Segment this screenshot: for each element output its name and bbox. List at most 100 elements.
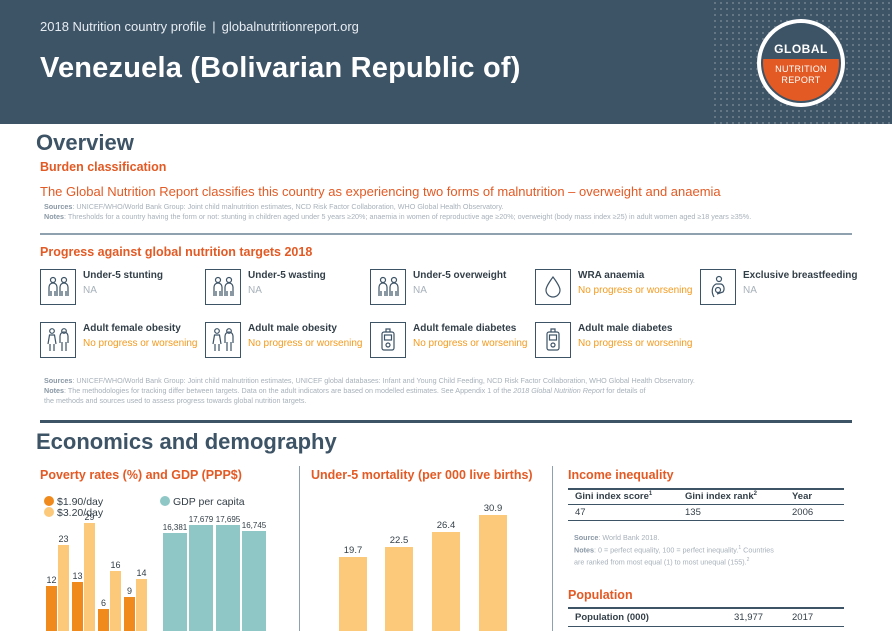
notes-label: Notes	[44, 386, 64, 395]
poverty-label-190: 9	[126, 586, 132, 597]
indicator-under5-wasting: Under-5 wasting NA	[205, 269, 365, 309]
indicator-exclusive-breastfeeding: Exclusive breastfeeding NA	[700, 269, 860, 309]
mortality-heading: Under-5 mortality (per 000 live births)	[311, 468, 533, 482]
gdp-bar	[163, 532, 187, 631]
blood-drop-icon	[535, 269, 571, 305]
source-label: Source	[574, 533, 599, 542]
notes-text: : 0 = perfect equality, 100 = perfect in…	[593, 545, 739, 555]
progress-notes-line: Notes: The methodologies for tracking di…	[44, 386, 864, 396]
income-notes-line2: are ranked from most equal (1) to most u…	[574, 555, 844, 567]
divider	[40, 233, 852, 235]
glucose-meter-icon	[535, 322, 571, 358]
income-heading: Income inequality	[568, 468, 674, 482]
overview-heading: Overview	[36, 130, 134, 155]
notes-label: Notes	[44, 212, 64, 221]
indicator-status: NA	[413, 285, 427, 296]
indicator-label: Exclusive breastfeeding	[743, 270, 858, 281]
poverty-bar-190	[46, 586, 57, 631]
header-banner: 2018 Nutrition country profile | globalnut…	[0, 0, 892, 124]
mortality-bar	[385, 546, 413, 631]
poverty-label-190: 13	[72, 571, 83, 582]
economics-heading: Economics and demography	[36, 429, 337, 454]
legend-label: GDP per capita	[173, 496, 245, 508]
indicator-status: No progress or worsening	[248, 338, 363, 349]
breastfeeding-icon	[700, 269, 736, 305]
header-gini-score: Gini index score1	[575, 491, 652, 502]
legend-label: $1.90/day	[57, 496, 104, 508]
notes-text-cont: Countries	[741, 545, 774, 555]
section-divider	[40, 420, 852, 423]
logo-text-mid: NUTRITION	[775, 64, 827, 74]
children-icon	[205, 269, 241, 305]
indicator-adult-female-diabetes: Adult female diabetes No progress or wor…	[370, 322, 530, 362]
indicator-adult-female-obesity: Adult female obesity No progress or wors…	[40, 322, 200, 362]
header-label: Gini index rank	[685, 491, 754, 503]
poverty-bar-190	[98, 608, 109, 631]
burden-text: The Global Nutrition Report classifies t…	[40, 184, 721, 199]
gdp-label: 17,679	[188, 514, 214, 524]
site-link[interactable]: globalnutritionreport.org	[221, 19, 359, 34]
children-icon	[370, 269, 406, 305]
indicator-status: No progress or worsening	[413, 338, 528, 349]
mortality-bar	[479, 515, 507, 631]
source-text: : World Bank 2018.	[598, 533, 660, 542]
indicator-label: WRA anaemia	[578, 270, 645, 281]
legend-swatch	[160, 496, 170, 506]
income-source-line: Source: World Bank 2018.	[574, 533, 844, 543]
indicator-label: Under-5 wasting	[248, 270, 326, 281]
poverty-bar-190	[72, 582, 83, 631]
burden-heading: Burden classification	[40, 160, 167, 174]
poverty-label-320: 29	[84, 511, 95, 522]
sources-label: Sources	[44, 376, 73, 385]
glucose-meter-icon	[370, 322, 406, 358]
income-sources: Source: World Bank 2018. Notes: 0 = perf…	[574, 533, 844, 568]
indicator-label: Under-5 stunting	[83, 270, 163, 281]
footnote-mark: 2	[746, 557, 750, 564]
adults-icon	[205, 322, 241, 358]
progress-sources: Sources: UNICEF/WHO/World Bank Group: Jo…	[44, 376, 864, 406]
poverty-label-320: 23	[58, 534, 69, 545]
column-divider	[552, 466, 553, 631]
mortality-label: 19.7	[343, 545, 363, 557]
indicator-label: Adult male obesity	[248, 323, 337, 334]
mortality-label: 26.4	[436, 520, 456, 531]
overview-sources: Sources: UNICEF/WHO/World Bank Group: Jo…	[44, 202, 864, 222]
separator: |	[212, 19, 216, 34]
indicator-status: NA	[743, 285, 757, 296]
indicator-status: NA	[83, 285, 97, 296]
header-subtitle: 2018 Nutrition country profile | globalnut…	[40, 19, 359, 34]
indicator-label: Under-5 overweight	[413, 270, 507, 281]
notes-label: Notes	[574, 545, 594, 555]
population-year: 2017	[792, 612, 814, 623]
cell-year: 2006	[792, 507, 814, 518]
income-notes-line: Notes: 0 = perfect equality, 100 = perfe…	[574, 543, 844, 555]
indicator-under5-stunting: Under-5 stunting NA	[40, 269, 200, 309]
notes-text: : The methodologies for tracking differ …	[63, 386, 514, 395]
mortality-label: 22.5	[389, 534, 409, 546]
legend-swatch	[44, 507, 54, 517]
legend-item-190: $1.90/day	[44, 496, 103, 508]
header-label: Gini index score	[575, 491, 649, 503]
footnote-mark: 1	[648, 491, 653, 497]
sources-text: : UNICEF/WHO/World Bank Group: Joint chi…	[72, 376, 695, 385]
gdp-label: 16,381	[162, 522, 188, 532]
report-title: 2018 Global Nutrition Report	[513, 386, 605, 395]
gdp-bar	[189, 524, 213, 631]
indicator-under5-overweight: Under-5 overweight NA	[370, 269, 530, 309]
notes-text-line2: are ranked from most equal (1) to most u…	[574, 557, 747, 567]
profile-year-label: 2018 Nutrition country profile	[40, 19, 207, 34]
poverty-heading: Poverty rates (%) and GDP (PPP$)	[40, 468, 242, 482]
country-title: Venezuela (Bolivarian Republic of)	[40, 52, 521, 84]
adults-icon	[40, 322, 76, 358]
table-top-rule	[568, 488, 844, 490]
legend-swatch	[44, 496, 54, 506]
mortality-bar	[432, 532, 460, 631]
logo-text-top: GLOBAL	[774, 42, 828, 56]
children-icon	[40, 269, 76, 305]
logo-ring: GLOBAL NUTRITION REPORT	[761, 23, 841, 103]
poverty-bar-320	[58, 545, 69, 631]
population-heading: Population	[568, 588, 633, 602]
gdp-bar	[242, 530, 266, 631]
table-rule	[568, 520, 844, 521]
population-value: 31,977	[734, 612, 764, 623]
